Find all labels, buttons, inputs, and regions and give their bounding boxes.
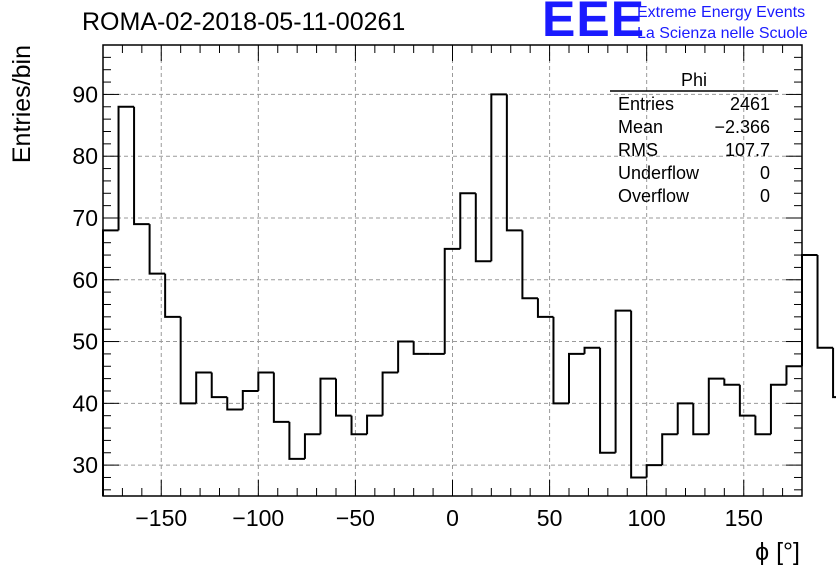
x-tick-label: −50 — [336, 505, 375, 531]
y-tick-label: 40 — [72, 390, 98, 416]
logo-text-line1: Extreme Energy Events — [637, 4, 806, 21]
stats-value: 0 — [760, 186, 770, 206]
y-tick-label: 80 — [72, 143, 98, 169]
histogram-bin — [630, 310, 647, 479]
chart-title: ROMA-02-2018-05-11-00261 — [82, 8, 406, 36]
histogram-bin — [226, 397, 243, 411]
stats-value: 107.7 — [725, 140, 770, 160]
histogram-bin — [272, 372, 290, 423]
y-tick-label: 50 — [72, 329, 98, 355]
histogram-bin — [490, 93, 507, 262]
histogram-bin — [257, 371, 274, 391]
stats-label: Underflow — [618, 163, 700, 183]
histogram-bin — [133, 106, 150, 226]
histogram-bin — [568, 352, 585, 404]
histogram-bin — [583, 346, 601, 354]
histogram-bin — [381, 371, 399, 416]
histogram-bin — [102, 229, 119, 496]
x-axis-label: ϕ [°] — [755, 538, 800, 566]
histogram-bin — [505, 94, 523, 232]
histogram-bin — [288, 421, 305, 460]
histogram-bin — [366, 414, 383, 435]
stats-label: RMS — [618, 140, 658, 160]
histogram-bin — [474, 193, 492, 263]
histogram-bin — [210, 372, 228, 399]
histogram-bin — [738, 384, 756, 417]
histogram-bin — [816, 255, 834, 349]
tick-labels: −150 −100 −50 0 50 100 150 30 40 50 60 70 80 90 — [72, 81, 763, 531]
histogram-bin — [397, 340, 414, 373]
histogram-bin — [350, 415, 368, 436]
histogram-bin — [195, 371, 212, 404]
histogram-bin — [148, 224, 166, 275]
histogram-bin — [723, 378, 740, 386]
histogram-bin — [521, 230, 538, 300]
histogram-bin — [645, 464, 663, 478]
histogram-bars — [102, 93, 836, 496]
stats-label: Mean — [618, 117, 663, 137]
eee-logo: EEE — [542, 0, 646, 47]
stats-box-title: Phi — [681, 70, 707, 90]
histogram-bin — [707, 377, 725, 435]
x-tick-label: 0 — [446, 505, 459, 531]
x-tick-label: −150 — [135, 505, 187, 531]
histogram-bin — [459, 192, 476, 249]
histogram-bin — [179, 316, 197, 405]
histogram-bin — [164, 273, 181, 318]
x-tick-label: 150 — [725, 505, 763, 531]
x-tick-label: 100 — [627, 505, 665, 531]
x-tick-label: 50 — [537, 505, 563, 531]
logo-text-line2: La Scienza nelle Scuole — [637, 25, 808, 42]
axes — [102, 44, 803, 497]
y-tick-label: 60 — [72, 267, 98, 293]
x-tick-label: −100 — [232, 505, 284, 531]
histogram-bin — [676, 402, 694, 435]
y-axis-label: Entries/bin — [8, 45, 36, 163]
stats-label: Entries — [618, 94, 674, 114]
histogram-bin — [443, 247, 461, 354]
stats-value: 2461 — [730, 94, 770, 114]
histogram-bin — [412, 341, 430, 355]
y-tick-label: 30 — [72, 452, 98, 478]
histogram-bin — [552, 316, 569, 405]
stats-value: −2.366 — [714, 117, 770, 137]
histogram-bin — [614, 309, 632, 453]
y-tick-label: 70 — [72, 205, 98, 231]
histogram-bin — [599, 347, 616, 454]
histogram-bin — [801, 254, 818, 367]
histogram-bin — [536, 298, 554, 318]
histogram-bin — [785, 365, 802, 385]
histogram-bin — [319, 377, 336, 435]
y-tick-label: 90 — [72, 81, 98, 107]
stats-value: 0 — [760, 163, 770, 183]
histogram-bin — [692, 403, 709, 436]
histogram-bin — [335, 378, 352, 417]
stats-box: Phi Entries 2461 Mean −2.366 RMS 107.7 Underflo… — [610, 70, 778, 206]
histogram-bin — [241, 389, 259, 410]
histogram-bin — [661, 433, 678, 466]
histogram-bin — [769, 383, 787, 435]
histogram-bin — [754, 415, 771, 436]
stats-label: Overflow — [618, 186, 690, 206]
histogram-bin — [832, 347, 836, 399]
histogram-bin — [117, 105, 135, 231]
histogram-bin — [303, 433, 321, 459]
grid-lines — [103, 45, 802, 496]
